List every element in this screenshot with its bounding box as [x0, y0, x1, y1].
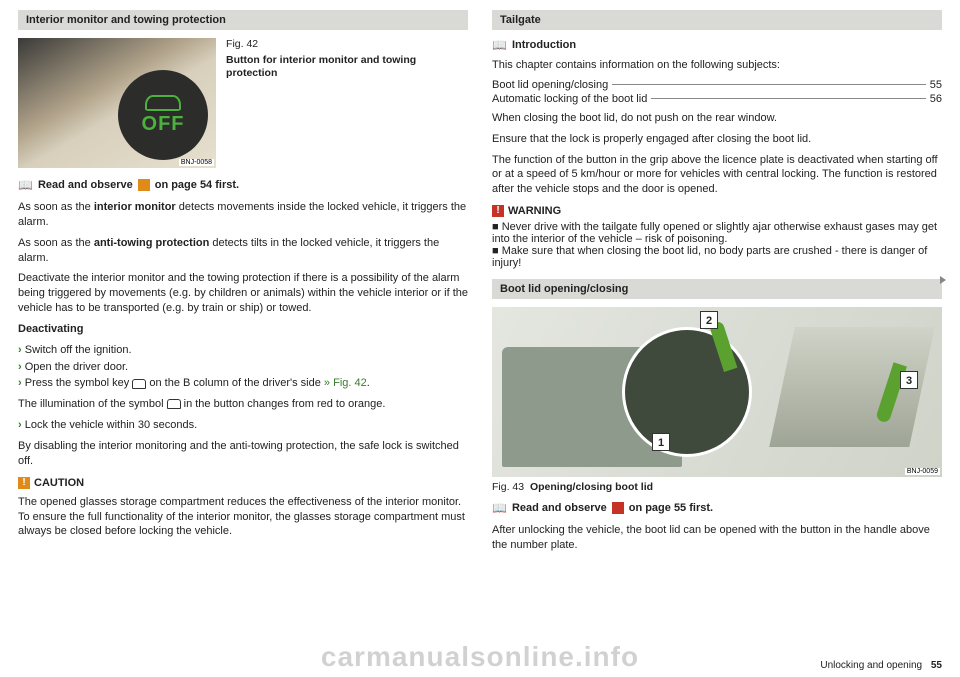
warning-icon: [492, 205, 504, 217]
figure-42-row: OFF BNJ-0058 Fig. 42 Button for interior…: [18, 38, 468, 168]
symbol-off-icon: [167, 399, 181, 409]
deactivating-heading: Deactivating: [18, 322, 468, 337]
warning-ref-icon: [612, 502, 624, 514]
figure-43-tag: BNJ-0059: [905, 468, 940, 475]
warning-ref-icon: [138, 179, 150, 191]
paragraph-rear-window: When closing the boot lid, do not push o…: [492, 111, 942, 126]
paragraph-anti-towing: As soon as the anti-towing protection de…: [18, 236, 468, 266]
introduction-heading: Introduction: [492, 38, 942, 52]
warning-item-2: Make sure that when closing the boot lid…: [492, 245, 942, 269]
off-button-graphic: OFF: [118, 70, 208, 160]
off-label: OFF: [142, 113, 185, 136]
warning-heading: WARNING: [492, 205, 942, 217]
paragraph-safe-lock: By disabling the interior monitoring and…: [18, 439, 468, 469]
footer-page: 55: [931, 660, 942, 671]
footer-section: Unlocking and opening: [820, 660, 922, 671]
paragraph-button-function: The function of the button in the grip a…: [492, 153, 942, 198]
toc-row-2: Automatic locking of the boot lid 56: [492, 93, 942, 105]
section-title-interior-monitor: Interior monitor and towing protection: [18, 10, 468, 30]
figure-42-title: Button for interior monitor and towing p…: [226, 54, 416, 80]
figure-42-number: Fig. 42: [226, 38, 468, 52]
warning-item-1: Never drive with the tailgate fully open…: [492, 221, 942, 245]
left-column: Interior monitor and towing protection O…: [18, 10, 468, 559]
book-icon: [18, 178, 33, 192]
section-title-boot-lid: Boot lid opening/closing: [492, 279, 942, 299]
paragraph-lock-engaged: Ensure that the lock is properly engaged…: [492, 132, 942, 147]
paragraph-after-unlock: After unlocking the vehicle, the boot li…: [492, 523, 942, 553]
toc-row-1: Boot lid opening/closing 55: [492, 79, 942, 91]
warning-list: Never drive with the tailgate fully open…: [492, 221, 942, 269]
step-3: Press the symbol key on the B column of …: [18, 376, 468, 391]
step-4: Lock the vehicle within 30 seconds.: [18, 418, 468, 433]
book-icon: [492, 501, 507, 515]
caution-heading: CAUTION: [18, 477, 468, 489]
read-observe-line: Read and observe on page 54 first.: [18, 178, 468, 192]
marker-1: 1: [652, 433, 670, 451]
caution-body: The opened glasses storage compartment r…: [18, 495, 468, 540]
figure-42-caption: Fig. 42 Button for interior monitor and …: [226, 38, 468, 168]
zoom-circle-graphic: [622, 327, 752, 457]
figure-42-tag: BNJ-0058: [179, 159, 214, 166]
paragraph-interior-monitor: As soon as the interior monitor detects …: [18, 200, 468, 230]
paragraph-illumination: The illumination of the symbol in the bu…: [18, 397, 468, 412]
read-observe-line-right: Read and observe on page 55 first.: [492, 501, 942, 515]
marker-2: 2: [700, 311, 718, 329]
intro-paragraph: This chapter contains information on the…: [492, 58, 942, 73]
step-2: Open the driver door.: [18, 360, 468, 375]
marker-3: 3: [900, 371, 918, 389]
step-1: Switch off the ignition.: [18, 343, 468, 358]
watermark: carmanualsonline.info: [0, 641, 960, 673]
car-off-icon: [145, 95, 181, 111]
fig42-crossref: » Fig. 42: [324, 377, 367, 389]
read-observe-tail: on page 54 first.: [155, 179, 239, 191]
book-icon: [492, 38, 507, 52]
continuation-icon: [940, 276, 946, 284]
figure-42-image: OFF BNJ-0058: [18, 38, 216, 168]
figure-43-image: 1 2 3 BNJ-0059: [492, 307, 942, 477]
paragraph-deactivate-note: Deactivate the interior monitor and the …: [18, 271, 468, 316]
page-footer: Unlocking and opening 55: [820, 660, 942, 671]
symbol-off-icon: [132, 379, 146, 389]
right-column: Tailgate Introduction This chapter conta…: [492, 10, 942, 559]
figure-43-caption: Fig. 43 Opening/closing boot lid: [492, 481, 942, 493]
caution-icon: [18, 477, 30, 489]
section-title-tailgate: Tailgate: [492, 10, 942, 30]
read-observe-text: Read and observe: [38, 179, 133, 191]
